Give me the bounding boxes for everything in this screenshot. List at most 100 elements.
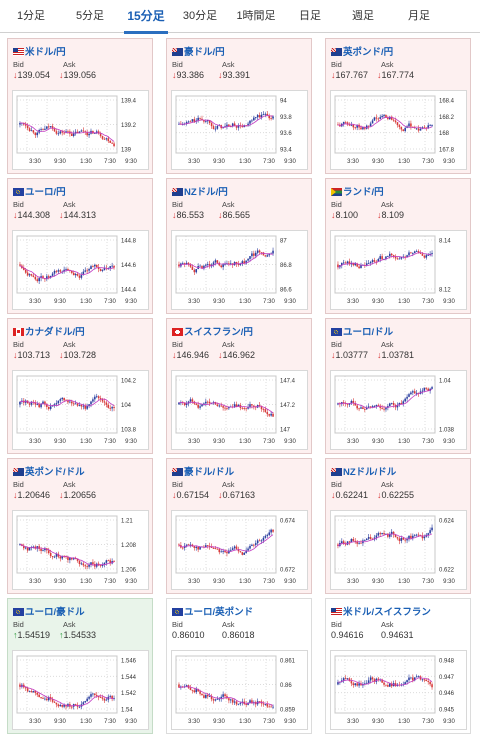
currency-card[interactable]: 英ポンド/ドル Bid Ask ↓1.20646 ↓1.20656 1.21 1.208 1.… <box>7 458 153 594</box>
pair-title[interactable]: ユーロ/豪ドル <box>13 604 153 616</box>
currency-card[interactable]: ユーロ/ドル Bid Ask ↓1.03777 ↓1.03781 1.04 1.038 3:3… <box>325 318 471 454</box>
tab-30min[interactable]: 30分足 <box>182 10 218 22</box>
candle-body <box>262 537 265 541</box>
candlestick-chart[interactable]: 94 93.8 93.6 93.4 3:30 9:30 1:30 7:30 9:30 <box>171 90 308 170</box>
arrow-up-icon: ↑ <box>13 630 18 640</box>
currency-card[interactable]: 豪ドル/円 Bid Ask ↓93.386 ↓93.391 94 93.8 93.6 93.4 3… <box>166 38 312 174</box>
candlestick-chart[interactable]: 0.624 0.622 3:30 9:30 1:30 7:30 9:30 <box>330 510 467 590</box>
candle-body <box>44 401 46 405</box>
candlestick-chart[interactable]: 0.861 0.86 0.859 3:30 9:30 1:30 7:30 9:30 <box>171 650 308 730</box>
currency-card[interactable]: ユーロ/円 Bid Ask ↓144.308 ↓144.313 144.8 144.6 144… <box>7 178 153 314</box>
candle-body <box>24 547 27 549</box>
candle-body <box>266 534 269 536</box>
pair-title[interactable]: 米ドル/円 <box>13 44 153 56</box>
candle-body <box>266 255 269 257</box>
chart-canvas: 87 86.8 86.6 3:30 9:30 1:30 7:30 9:30 <box>175 235 296 305</box>
currency-card[interactable]: 米ドル/円 Bid Ask ↓139.054 ↓139.056 139.4 139.2 139… <box>7 38 153 174</box>
y-tick-label: 0.945 <box>439 708 455 714</box>
candle-body <box>193 119 196 122</box>
candle-body <box>201 265 203 269</box>
tab-15min[interactable]: 15分足 <box>118 0 174 34</box>
currency-card[interactable]: 豪ドル/ドル Bid Ask ↓0.67154 ↓0.67163 0.674 0.672 3:… <box>166 458 312 594</box>
candle-body <box>425 679 428 682</box>
candle-body <box>400 402 403 404</box>
ask-value: ↓86.565 <box>218 210 251 220</box>
pair-title[interactable]: カナダドル/円 <box>13 324 153 336</box>
currency-card[interactable]: 米ドル/スイスフラン Bid Ask 0.94616 0.94631 0.948 0.947… <box>325 598 471 734</box>
pair-title[interactable]: 英ポンド/ドル <box>13 464 153 476</box>
candle-body <box>53 128 56 132</box>
candle-body <box>230 549 232 551</box>
candle-body <box>206 694 209 697</box>
pair-title[interactable]: ユーロ/英ポンド <box>172 604 312 616</box>
candlestick-chart[interactable]: 144.8 144.6 144.4 3:30 9:30 1:30 7:30 9:30 <box>12 230 149 310</box>
pair-title[interactable]: 豪ドル/円 <box>172 44 312 56</box>
y-tick-label: 0.622 <box>439 568 455 574</box>
candle-body <box>375 117 378 119</box>
tab-1hour[interactable]: 1時間足 <box>236 10 276 22</box>
currency-card[interactable]: NZドル/円 Bid Ask ↓86.553 ↓86.565 87 86.8 86.6 3:30… <box>166 178 312 314</box>
candle-body <box>99 133 102 137</box>
candle-body <box>206 401 209 403</box>
candle-body <box>410 677 412 679</box>
bid-value: ↓103.713 <box>13 350 51 360</box>
candlestick-chart[interactable]: 1.21 1.208 1.206 3:30 9:30 1:30 7:30 9:30 <box>12 510 149 590</box>
candle-body <box>185 262 188 265</box>
tab-5min[interactable]: 5分足 <box>75 10 105 22</box>
pair-title[interactable]: ユーロ/円 <box>13 184 153 196</box>
candlestick-chart[interactable]: 1.546 1.544 1.542 1.54 3:30 9:30 1:30 7:30 9:30 <box>12 650 149 730</box>
candle-body <box>199 117 201 119</box>
bid-label: Bid <box>331 200 342 209</box>
candle-body <box>385 684 387 686</box>
tab-weekly[interactable]: 週足 <box>352 10 374 22</box>
candlestick-chart[interactable]: 104.2 104 103.8 3:30 9:30 1:30 7:30 9:30 <box>12 370 149 450</box>
candle-body <box>80 404 83 407</box>
candlestick-chart[interactable]: 0.674 0.672 3:30 9:30 1:30 7:30 9:30 <box>171 510 308 590</box>
candle-body <box>40 404 42 408</box>
x-tick-label: 7:30 <box>104 579 116 585</box>
candlestick-chart[interactable]: 87 86.8 86.6 3:30 9:30 1:30 7:30 9:30 <box>171 230 308 310</box>
candlestick-chart[interactable]: 0.948 0.947 0.946 0.945 3:30 9:30 1:30 7:30 9:30 <box>330 650 467 730</box>
currency-card[interactable]: カナダドル/円 Bid Ask ↓103.713 ↓103.728 104.2 104 103… <box>7 318 153 454</box>
pair-title[interactable]: 米ドル/スイスフラン <box>331 604 471 616</box>
candlestick-chart[interactable]: 168.4 168.2 168 167.8 3:30 9:30 1:30 7:30 9:30 <box>330 90 467 170</box>
bid-label: Bid <box>172 480 183 489</box>
candle-body <box>99 269 102 271</box>
candle-body <box>92 562 94 565</box>
candlestick-chart[interactable]: 139.4 139.2 139 3:30 9:30 1:30 7:30 9:30 <box>12 90 149 170</box>
pair-title[interactable]: スイスフラン/円 <box>172 324 312 336</box>
x-tick-label: 9:30 <box>54 579 66 585</box>
x-tick-label: 9:30 <box>213 159 225 165</box>
pair-title[interactable]: NZドル/ドル <box>331 464 471 476</box>
currency-card[interactable]: ユーロ/豪ドル Bid Ask ↑1.54519 ↑1.54533 1.546 1.544 1… <box>7 598 153 734</box>
candlestick-chart[interactable]: 8.14 8.12 3:30 9:30 1:30 7:30 9:30 <box>330 230 467 310</box>
candle-body <box>224 407 226 409</box>
candle-body <box>185 544 188 546</box>
pair-title[interactable]: NZドル/円 <box>172 184 312 196</box>
candlestick-chart[interactable]: 147.4 147.2 147 3:30 9:30 1:30 7:30 9:30 <box>171 370 308 450</box>
candle-body <box>425 127 428 129</box>
currency-card[interactable]: ランド/円 Bid Ask ↓8.100 ↓8.109 8.14 8.12 3:30 9:30 1… <box>325 178 471 314</box>
tab-monthly[interactable]: 月足 <box>408 10 430 22</box>
candle-body <box>191 544 194 546</box>
pair-title[interactable]: ランド/円 <box>331 184 471 196</box>
candle-body <box>260 540 263 542</box>
currency-card[interactable]: ユーロ/英ポンド Bid Ask 0.86010 0.86018 0.861 0.86 0.8… <box>166 598 312 734</box>
currency-card[interactable]: NZドル/ドル Bid Ask ↓0.62241 ↓0.62255 0.624 0.622 3… <box>325 458 471 594</box>
pair-title[interactable]: 豪ドル/ドル <box>172 464 312 476</box>
ask-value: ↓1.03781 <box>377 350 415 360</box>
chart-canvas: 144.8 144.6 144.4 3:30 9:30 1:30 7:30 9:30 <box>16 235 137 305</box>
candle-body <box>241 261 244 264</box>
candle-body <box>253 253 255 256</box>
candle-body <box>28 691 31 692</box>
candle-body <box>210 696 213 700</box>
tab-1min[interactable]: 1分足 <box>16 10 46 22</box>
candlestick-chart[interactable]: 1.04 1.038 3:30 9:30 1:30 7:30 9:30 <box>330 370 467 450</box>
pair-title[interactable]: ユーロ/ドル <box>331 324 471 336</box>
currency-card[interactable]: スイスフラン/円 Bid Ask ↓146.946 ↓146.962 147.4 147.2… <box>166 318 312 454</box>
pair-title[interactable]: 英ポンド/円 <box>331 44 471 56</box>
pair-name: ユーロ/豪ドル <box>25 607 85 616</box>
tab-daily[interactable]: 日足 <box>299 10 321 22</box>
moving-average-line <box>178 534 274 552</box>
currency-card[interactable]: 英ポンド/円 Bid Ask ↓167.767 ↓167.774 168.4 168.2 16… <box>325 38 471 174</box>
